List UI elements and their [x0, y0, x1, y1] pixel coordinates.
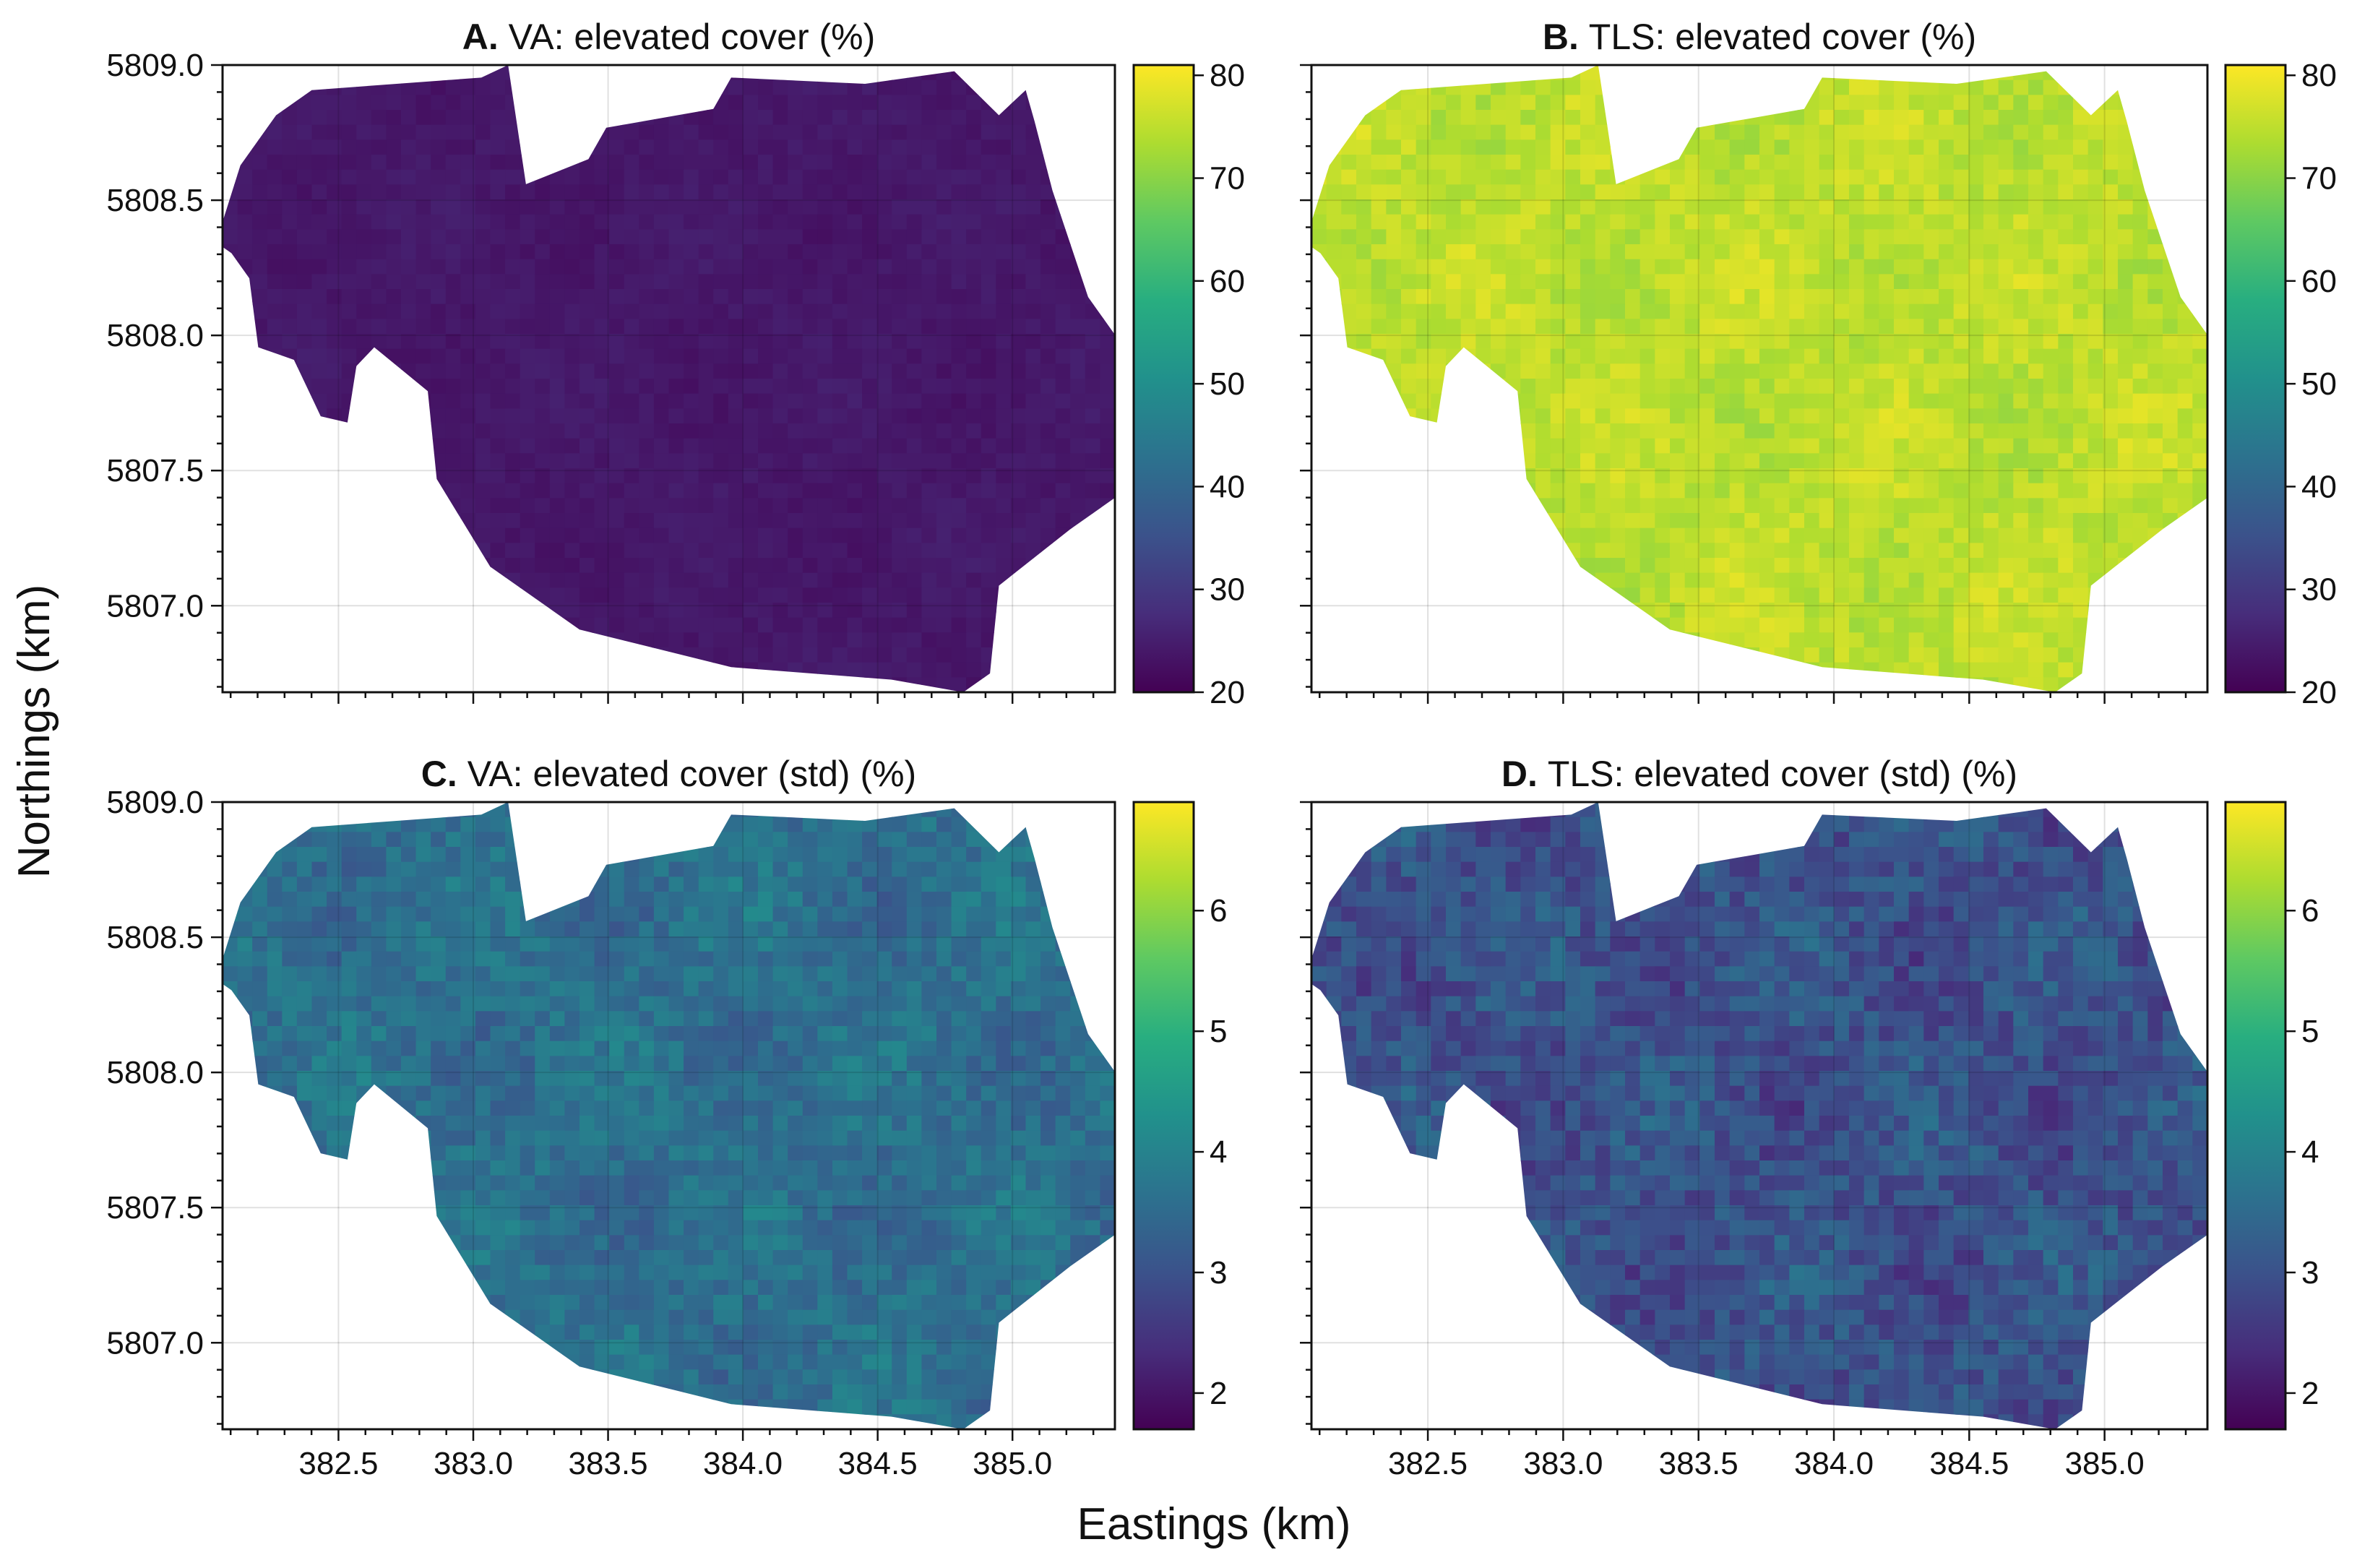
x-tick-label: 383.0: [434, 1446, 513, 1481]
colorbar-tick-label: 20: [1210, 675, 1245, 710]
y-tick-label: 5807.5: [106, 453, 204, 488]
panel-title-a: A. VA: elevated cover (%): [462, 17, 876, 57]
x-tick-label: 383.0: [1523, 1446, 1603, 1481]
panel-d: D. TLS: elevated cover (std) (%) 382.5 383…: [1300, 754, 2319, 1481]
colorbar-d: 6 5 4 3 2: [2225, 802, 2319, 1429]
colorbar-tick-label: 2: [2301, 1376, 2319, 1411]
x-tick-label: 384.0: [1794, 1446, 1874, 1481]
panel-a: A. VA: elevated cover (%)5809.05808.5580…: [106, 17, 1245, 710]
colorbar-c: 6 5 4 3 2: [1134, 802, 1227, 1429]
colorbar-tick-label: 30: [2301, 572, 2337, 608]
x-axis-title: Eastings (km): [1077, 1499, 1351, 1549]
colorbar-gradient-a: [1134, 65, 1194, 692]
y-tick-label: 5807.5: [106, 1190, 204, 1225]
y-axis-title: Northings (km): [9, 585, 59, 879]
y-ticks-b: [1300, 65, 1311, 687]
colorbar-tick-label: 40: [1210, 469, 1245, 504]
panel-b: B. TLS: elevated cover (%) 80 70 60 50 40 30 20: [1300, 17, 2337, 710]
colorbar-tick-label: 2: [1210, 1376, 1227, 1411]
panel-letter-c: C.: [421, 754, 467, 794]
colorbar-tick-label: 3: [1210, 1255, 1227, 1291]
y-tick-label: 5808.0: [106, 318, 204, 353]
y-tick-label: 5807.0: [106, 1325, 204, 1361]
colorbar-tick-label: 30: [1210, 572, 1245, 608]
y-ticks-d: [1300, 802, 1311, 1424]
colorbar-tick-label: 70: [1210, 161, 1245, 197]
y-tick-label: 5808.5: [106, 183, 204, 218]
panel-title-text-d: TLS: elevated cover (std) (%): [1548, 754, 2017, 794]
colorbar-tick-label: 4: [1210, 1134, 1227, 1170]
x-tick-label: 385.0: [2065, 1446, 2145, 1481]
panel-c: C. VA: elevated cover (std) (%) 382.5 383.…: [106, 754, 1227, 1481]
colorbar-tick-label: 80: [2301, 58, 2337, 93]
colorbar-gradient-d: [2225, 802, 2285, 1429]
heatmap-field-b: [1311, 65, 2208, 693]
y-ticks-c: 5809.0 5808.5 5808.0 5807.5 5807.0: [106, 785, 223, 1424]
x-ticks-c: 382.5 383.0 383.5 384.0 384.5 385.0: [230, 1429, 1093, 1481]
panel-letter-b: B.: [1543, 17, 1589, 57]
colorbar-gradient-b: [2225, 65, 2285, 692]
heatmap-field-d: [1311, 802, 2208, 1430]
y-tick-label: 5809.0: [106, 48, 204, 83]
x-tick-label: 382.5: [1388, 1446, 1468, 1481]
panel-title-d: D. TLS: elevated cover (std) (%): [1501, 754, 2017, 794]
x-ticks-b: [1319, 692, 2186, 704]
colorbar-tick-label: 5: [2301, 1014, 2319, 1049]
y-tick-label: 5809.0: [106, 785, 204, 820]
panel-title-text-a: VA: elevated cover (%): [509, 17, 876, 57]
x-tick-label: 383.5: [1659, 1446, 1738, 1481]
colorbar-tick-label: 6: [1210, 893, 1227, 929]
panel-title-text-b: TLS: elevated cover (%): [1589, 17, 1976, 57]
colorbar-tick-label: 5: [1210, 1014, 1227, 1049]
panel-title-b: B. TLS: elevated cover (%): [1543, 17, 1976, 57]
colorbar-tick-label: 60: [2301, 264, 2337, 299]
colorbar-tick-label: 20: [2301, 675, 2337, 710]
colorbar-b: 80 70 60 50 40 30 20: [2225, 58, 2337, 710]
y-tick-label: 5807.0: [106, 588, 204, 624]
colorbar-tick-label: 40: [2301, 469, 2337, 504]
x-ticks-a: [230, 692, 1093, 704]
x-ticks-d: 382.5 383.0 383.5 384.0 384.5 385.0: [1319, 1429, 2186, 1481]
colorbar-a: 80 70 60 50 40 30 20: [1134, 58, 1245, 710]
y-tick-label: 5808.5: [106, 920, 204, 955]
x-tick-label: 384.0: [703, 1446, 783, 1481]
colorbar-tick-label: 80: [1210, 58, 1245, 93]
panel-title-c: C. VA: elevated cover (std) (%): [421, 754, 916, 794]
colorbar-tick-label: 6: [2301, 893, 2319, 929]
panel-letter-d: D.: [1501, 754, 1548, 794]
colorbar-tick-label: 4: [2301, 1134, 2319, 1170]
colorbar-tick-label: 50: [2301, 366, 2337, 402]
colorbar-tick-label: 3: [2301, 1255, 2319, 1291]
heatmap-field-a: [223, 65, 1116, 693]
x-tick-label: 384.5: [1929, 1446, 2009, 1481]
colorbar-gradient-c: [1134, 802, 1194, 1429]
y-tick-label: 5808.0: [106, 1055, 204, 1090]
panel-title-text-c: VA: elevated cover (std) (%): [467, 754, 917, 794]
x-tick-label: 382.5: [298, 1446, 378, 1481]
colorbar-tick-label: 50: [1210, 366, 1245, 402]
heatmap-field-c: [223, 802, 1116, 1430]
panel-letter-a: A.: [462, 17, 509, 57]
x-tick-label: 383.5: [568, 1446, 647, 1481]
x-tick-label: 384.5: [838, 1446, 918, 1481]
x-tick-label: 385.0: [973, 1446, 1052, 1481]
colorbar-tick-label: 60: [1210, 264, 1245, 299]
colorbar-tick-label: 70: [2301, 161, 2337, 197]
y-ticks-a: 5809.0 5808.5 5808.0 5807.5 5807.0: [106, 48, 223, 687]
